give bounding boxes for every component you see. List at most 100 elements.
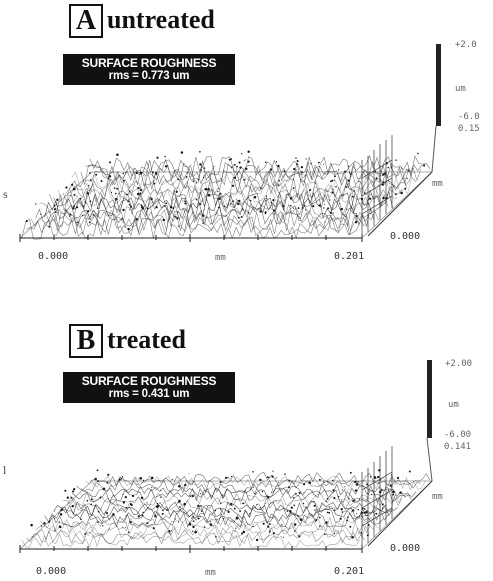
surface-speck (204, 167, 205, 168)
surface-speck (363, 512, 365, 514)
surface-speck (319, 525, 321, 527)
surface-speck (217, 191, 218, 192)
surface-speck (271, 202, 273, 204)
surface-speck (84, 533, 86, 535)
surface-speck (26, 220, 28, 222)
surface-speck (253, 526, 254, 527)
surface-speck (157, 503, 158, 504)
surface-speck (313, 501, 314, 502)
surface-speck (125, 172, 126, 173)
surface-speck (162, 513, 164, 515)
surface-speck (192, 531, 193, 532)
surface-speck (293, 497, 295, 499)
surface-trace (31, 526, 369, 540)
surface-speck (399, 492, 401, 494)
surface-speck (214, 510, 216, 512)
surface-speck (140, 189, 142, 191)
surface-speck (237, 518, 238, 519)
surface-speck (378, 469, 380, 471)
surface-speck (73, 188, 76, 191)
surface-speck (260, 187, 261, 188)
surface-speck (265, 211, 267, 213)
surface-speck (382, 184, 384, 186)
surface-speck (137, 484, 138, 485)
surface-speck (194, 531, 197, 534)
surface-speck (136, 172, 138, 174)
surface-speck (355, 489, 357, 491)
surface-speck (358, 181, 359, 182)
z-scale-bottom: -6.0 (458, 111, 480, 123)
surface-speck (109, 528, 110, 529)
surface-speck (59, 521, 60, 522)
surface-trace (36, 206, 374, 227)
surface-speck (259, 210, 261, 212)
surface-speck (177, 212, 178, 213)
surface-speck (174, 216, 176, 218)
surface-speck (283, 170, 285, 172)
surface-speck (370, 213, 371, 214)
surface-speck (327, 498, 329, 500)
surface-speck (223, 518, 224, 519)
surface-speck (350, 472, 352, 474)
surface-speck (340, 208, 343, 211)
surface-speck (218, 207, 219, 208)
surface-speck (238, 217, 240, 219)
surface-speck (97, 521, 99, 523)
surface-speck (80, 518, 82, 520)
surface-speck (351, 511, 352, 512)
surface-speck (256, 539, 258, 541)
surface-speck (122, 494, 123, 495)
surface-speck (227, 511, 229, 513)
surface-speck (183, 503, 186, 506)
z-scale-top: +2.0 (455, 39, 477, 51)
surface-speck (118, 193, 119, 194)
surface-speck (65, 186, 67, 188)
surface-speck (89, 172, 91, 174)
surface-speck (151, 477, 154, 480)
z-scale-unit: um (455, 83, 466, 95)
surface-speck (393, 186, 394, 187)
surface-speck (352, 509, 354, 511)
surface-speck (224, 206, 225, 207)
surface-speck (241, 533, 243, 535)
surface-speck (142, 207, 145, 210)
surface-speck (220, 193, 222, 195)
surface-speck (178, 225, 180, 227)
surface-speck (122, 527, 123, 528)
surface-speck (364, 192, 366, 194)
surface-speck (189, 523, 192, 526)
surface-speck (271, 492, 272, 493)
surface-speck (329, 199, 330, 200)
surface-speck (295, 493, 297, 495)
surface-speck (225, 477, 227, 479)
surface-speck (327, 481, 328, 482)
surface-speck (346, 520, 348, 522)
surface-speck (176, 191, 178, 193)
surface-speck (248, 151, 250, 153)
surface-speck (334, 175, 336, 177)
surface-speck (304, 205, 305, 206)
x-axis-end: 0.201 (334, 566, 364, 578)
surface-speck (35, 203, 36, 204)
surface-speck (219, 487, 220, 488)
surface-speck (282, 205, 284, 207)
surface-speck (244, 179, 246, 181)
surface-speck (90, 200, 92, 202)
surface-speck (202, 214, 204, 216)
surface-speck (358, 481, 359, 482)
surface-speck (122, 173, 124, 175)
surface-speck (215, 536, 217, 538)
surface-speck (272, 471, 273, 472)
surface-speck (200, 493, 201, 494)
surface-speck (236, 199, 237, 200)
surface-speck (172, 207, 174, 209)
surface-speck (245, 159, 246, 160)
surface-speck (360, 532, 362, 534)
surface-speck (204, 188, 206, 190)
surface-speck (260, 507, 261, 508)
surface-speck (269, 523, 271, 525)
surface-speck (342, 194, 344, 196)
surface-speck (312, 491, 313, 492)
depth-zero: 0.000 (390, 543, 420, 555)
surface-speck (256, 504, 257, 505)
